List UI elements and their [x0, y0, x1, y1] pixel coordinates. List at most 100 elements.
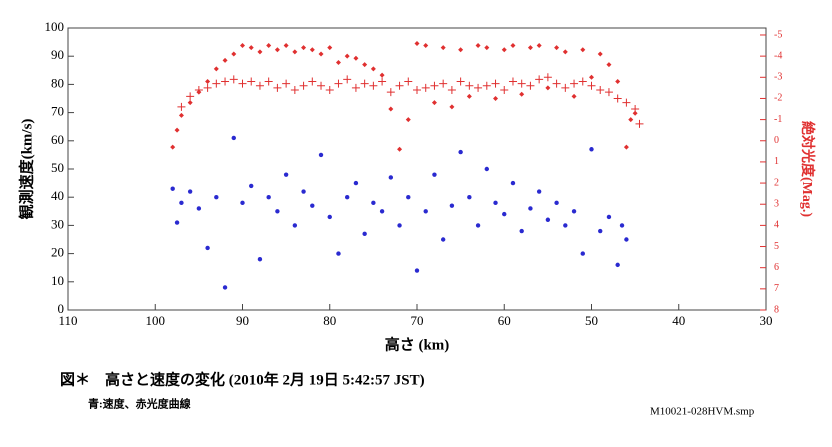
point — [205, 245, 210, 251]
point — [493, 95, 499, 101]
point — [580, 251, 585, 256]
point — [606, 214, 612, 220]
point — [466, 93, 472, 99]
y2-tick-label: -4 — [774, 50, 782, 61]
point — [613, 94, 622, 103]
y2-tick-label: 1 — [774, 156, 779, 167]
point — [257, 257, 263, 262]
point — [336, 251, 341, 256]
point — [467, 195, 472, 200]
x-tick-label: 50 — [585, 313, 598, 328]
y2-tick-label: 5 — [774, 241, 779, 252]
point — [465, 81, 474, 90]
point — [632, 110, 638, 116]
point — [221, 77, 230, 86]
point — [545, 85, 551, 91]
point — [317, 81, 326, 90]
point — [510, 43, 516, 49]
point — [406, 195, 411, 200]
point — [519, 228, 524, 234]
x-tick-label: 40 — [672, 313, 685, 328]
y2-tick-label: 7 — [774, 283, 779, 294]
point — [475, 223, 481, 228]
point — [561, 83, 570, 92]
point — [440, 45, 446, 51]
point — [283, 43, 289, 49]
point — [327, 214, 332, 220]
point — [177, 102, 186, 111]
point — [309, 47, 315, 53]
point — [369, 81, 378, 90]
point — [622, 98, 631, 107]
point — [482, 81, 491, 90]
point — [343, 75, 352, 84]
point — [615, 262, 620, 268]
point — [327, 45, 333, 51]
point — [174, 127, 180, 133]
point — [474, 83, 483, 92]
point — [589, 74, 594, 80]
point — [275, 209, 280, 214]
point — [554, 200, 559, 206]
point — [388, 175, 394, 180]
x-tick-label: 110 — [58, 313, 77, 328]
point — [264, 77, 273, 86]
point — [423, 43, 429, 49]
file-name: M10021-028HVM.smp — [650, 406, 755, 418]
point — [186, 92, 195, 101]
y-tick-label: 0 — [58, 301, 65, 316]
point — [519, 91, 525, 97]
point — [527, 45, 533, 51]
point — [345, 195, 350, 200]
point — [187, 100, 193, 106]
point — [414, 268, 420, 273]
chart-title: 図＊ 高さと速度の変化 (2010年 2月 19日 5:42:57 JST) — [60, 370, 425, 388]
point — [334, 79, 343, 88]
point — [508, 77, 517, 86]
point — [456, 77, 465, 86]
y2-tick-label: 4 — [774, 220, 779, 231]
point — [378, 77, 387, 86]
point — [458, 47, 464, 53]
point — [606, 62, 612, 68]
point — [325, 85, 334, 94]
point — [292, 49, 298, 55]
point — [598, 228, 603, 234]
point — [308, 77, 317, 86]
point — [562, 49, 568, 55]
point — [580, 47, 586, 53]
point — [543, 73, 552, 82]
y-tick-label: 30 — [51, 216, 64, 231]
y2-tick-label: 2 — [774, 177, 779, 188]
point — [500, 85, 509, 94]
y-tick-label: 10 — [51, 273, 64, 288]
point — [423, 209, 428, 214]
point — [502, 211, 507, 217]
point — [170, 186, 175, 191]
point — [178, 112, 184, 118]
point — [273, 83, 282, 92]
point — [205, 79, 211, 85]
point — [238, 79, 247, 88]
chart-subtitle: 青:速度、赤光度曲線 — [88, 397, 191, 411]
point — [604, 88, 613, 97]
point — [413, 85, 421, 94]
point — [310, 203, 315, 208]
point — [571, 209, 577, 214]
point — [379, 209, 385, 214]
x-tick-label: 60 — [498, 313, 511, 328]
x-tick-label: 70 — [411, 313, 424, 328]
point — [395, 81, 404, 90]
point — [545, 217, 551, 222]
point — [229, 75, 238, 84]
point — [388, 106, 394, 112]
point — [240, 43, 245, 49]
point — [439, 79, 448, 88]
point — [484, 166, 489, 172]
point — [536, 43, 542, 49]
point — [554, 45, 560, 51]
x-tick-label: 100 — [146, 313, 166, 328]
point — [526, 81, 535, 90]
point — [379, 72, 385, 78]
